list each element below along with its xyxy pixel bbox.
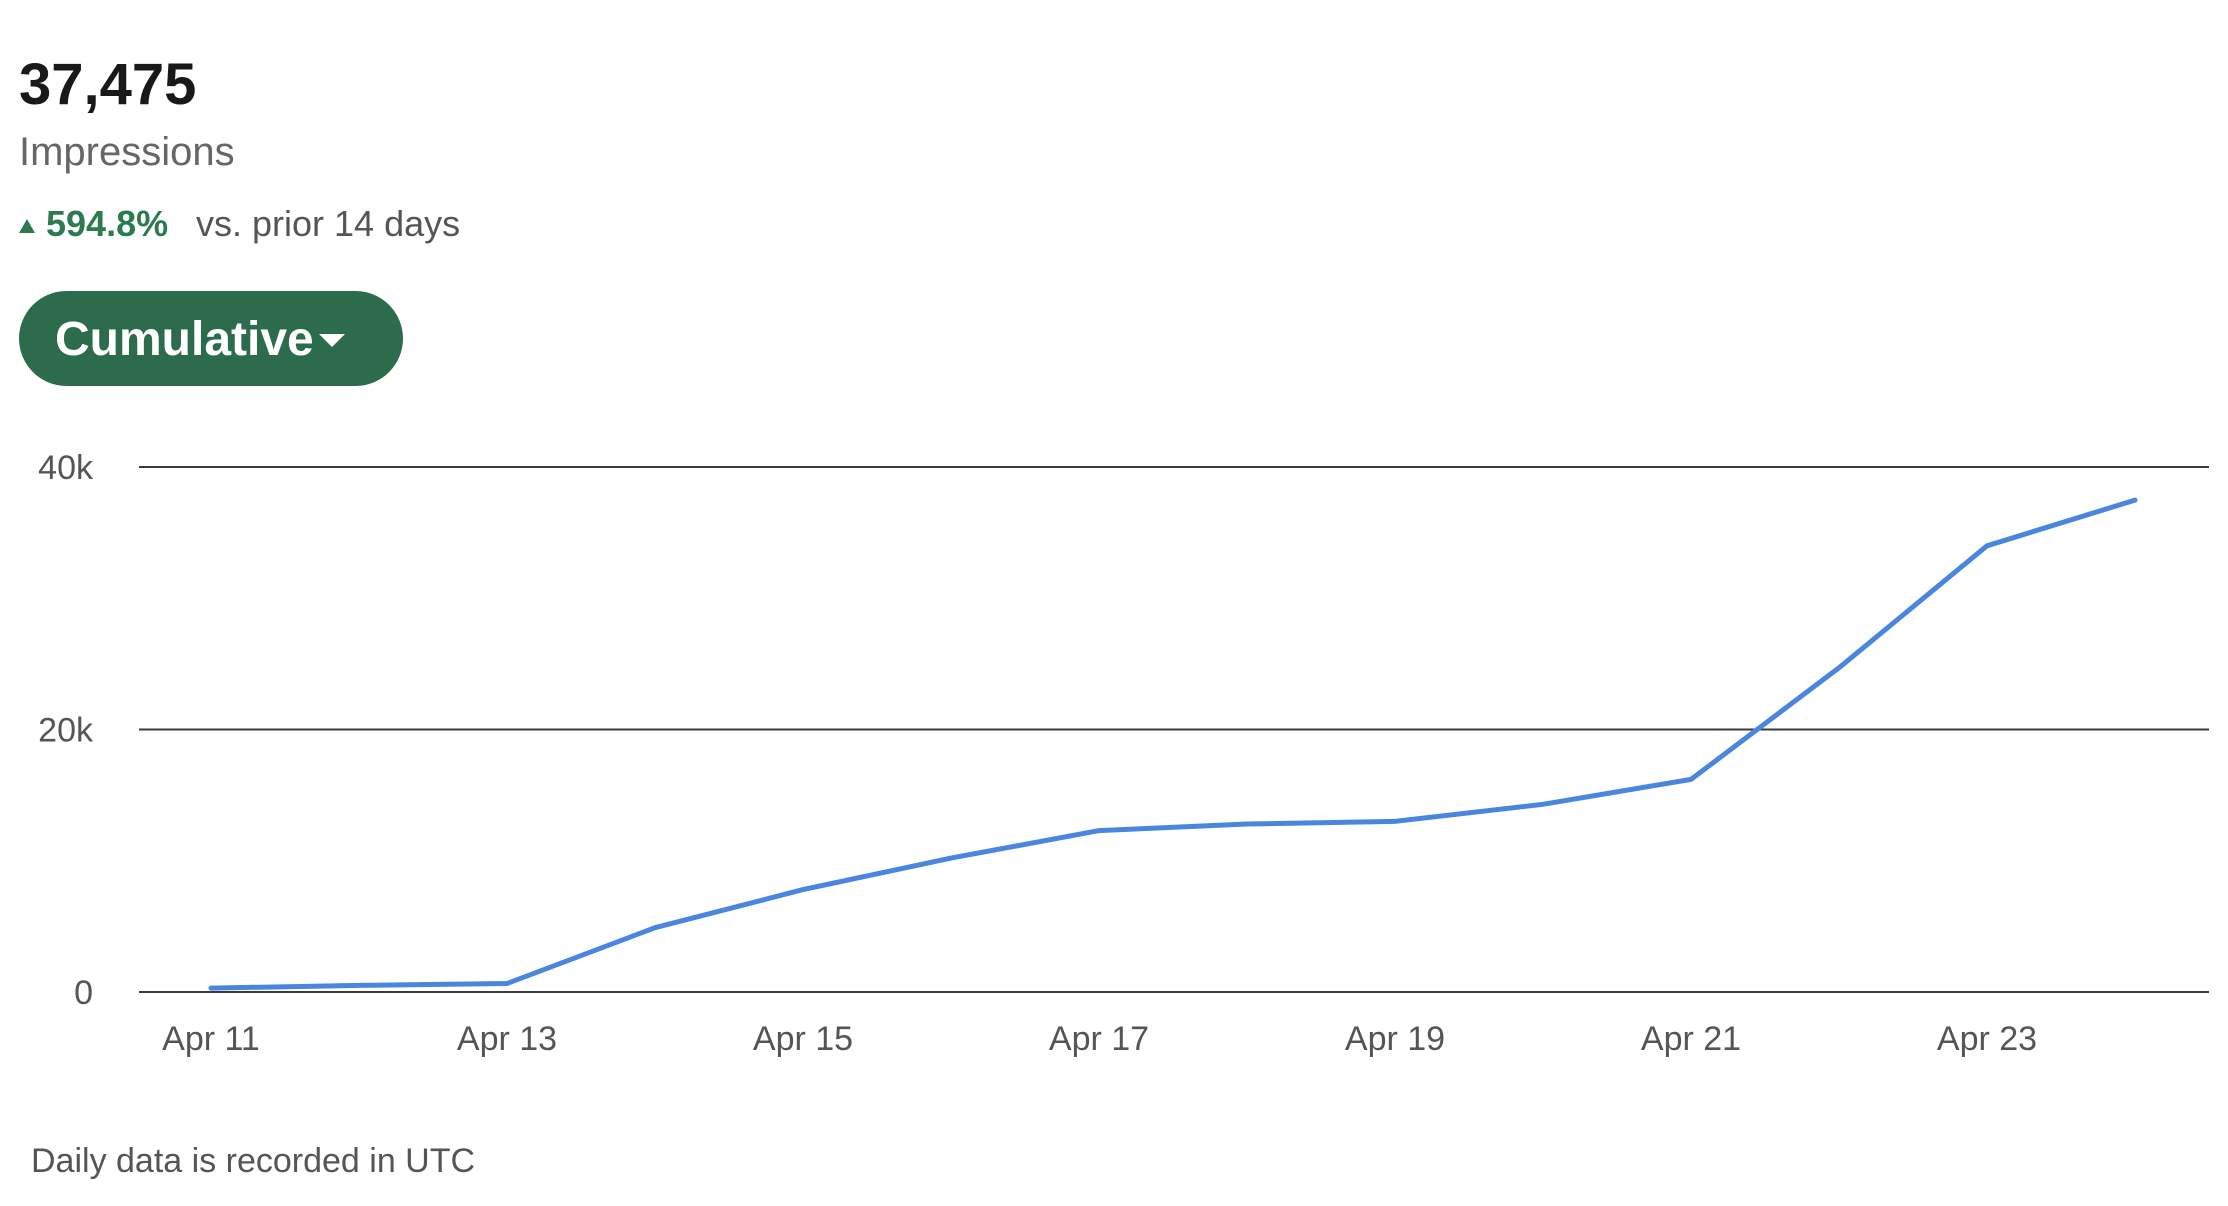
x-tick-label: Apr 17 [1049, 1020, 1149, 1058]
change-value: 594.8% [46, 203, 168, 244]
button-background[interactable] [19, 291, 403, 386]
x-tick-label: Apr 23 [1937, 1020, 2037, 1058]
y-tick-label: 0 [74, 974, 93, 1012]
dropdown-caret[interactable] [319, 334, 345, 347]
x-tick-label: Apr 21 [1641, 1020, 1741, 1058]
x-tick-label: Apr 19 [1345, 1020, 1445, 1058]
headline-label: Impressions [19, 130, 235, 174]
y-tick-label: 20k [38, 712, 94, 750]
x-tick-label: Apr 11 [162, 1020, 260, 1058]
y-tick-label: 40k [38, 449, 94, 487]
x-tick-label: Apr 13 [457, 1020, 557, 1058]
footnote: Daily data is recorded in UTC [31, 1142, 475, 1180]
comparison-text: vs. prior 14 days [196, 203, 460, 244]
x-tick-label: Apr 15 [753, 1020, 853, 1058]
up-arrow [19, 219, 35, 233]
cumulative-button[interactable]: Cumulative [19, 291, 403, 386]
headline-value: 37,475 [19, 52, 196, 117]
impressions-line [208, 497, 2138, 991]
button-label[interactable]: Cumulative [55, 313, 314, 366]
